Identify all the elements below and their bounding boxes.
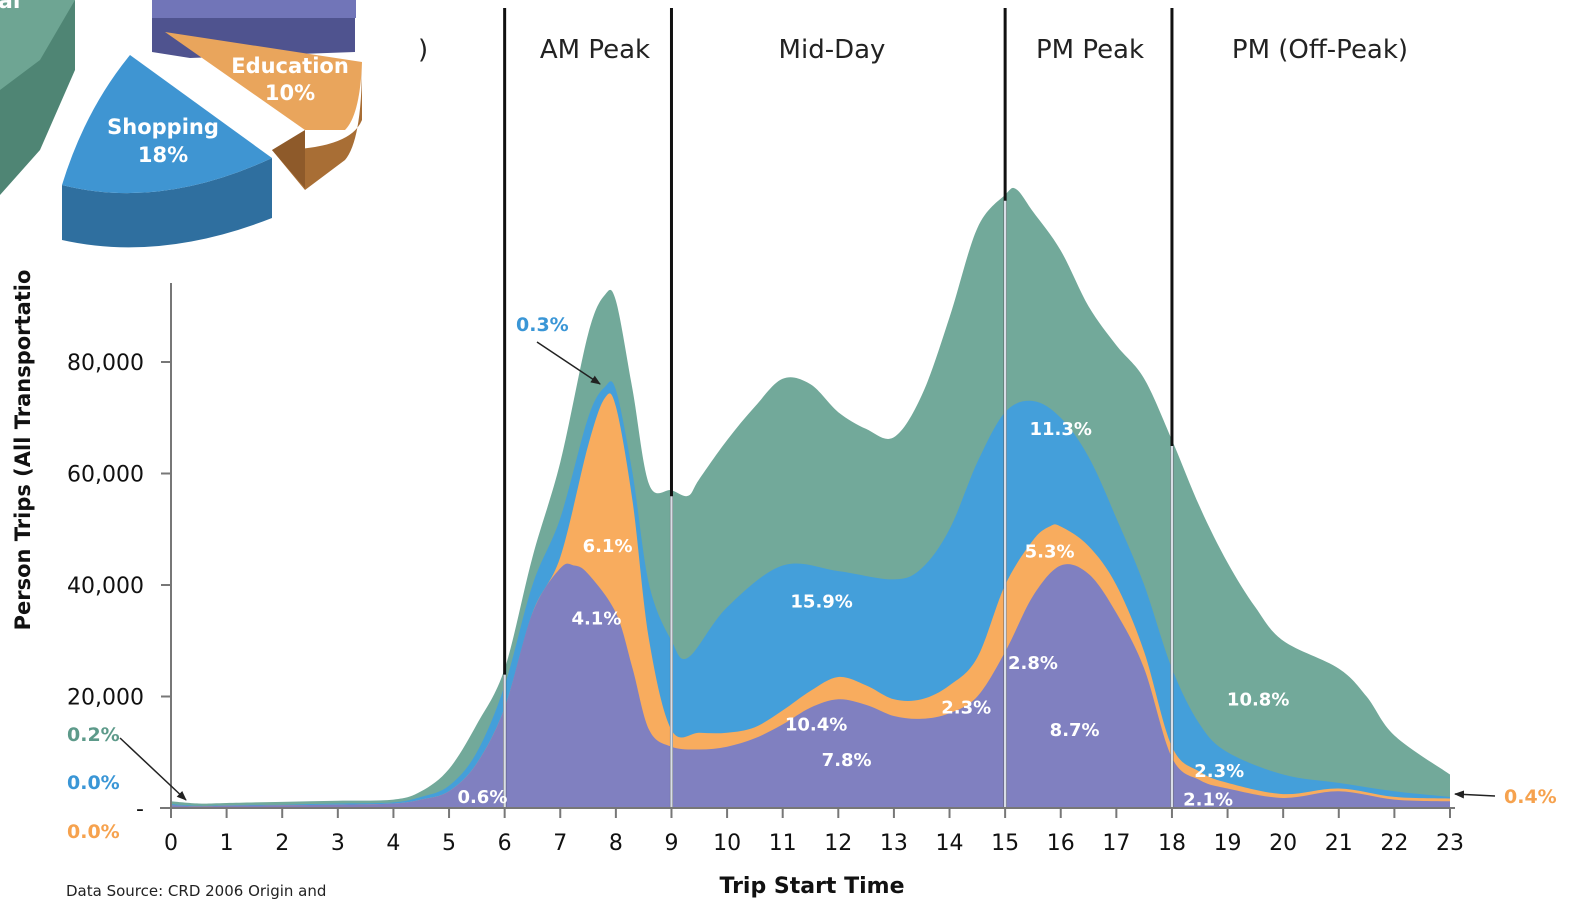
x-tick-label: 20 bbox=[1269, 831, 1297, 856]
x-tick-label: 1 bbox=[220, 831, 234, 856]
x-tick-label: 12 bbox=[824, 831, 852, 856]
x-tick-label: 5 bbox=[442, 831, 456, 856]
y-tick-label: 60,000 bbox=[67, 463, 144, 488]
period-label-early: ) bbox=[418, 35, 428, 65]
region-percent-label: 15.9% bbox=[790, 592, 852, 613]
x-tick-label: 16 bbox=[1047, 831, 1075, 856]
x-tick-label: 7 bbox=[553, 831, 567, 856]
y-tick-label: 20,000 bbox=[67, 686, 144, 711]
source-note: Data Source: CRD 2006 Origin and bbox=[66, 882, 326, 900]
x-tick-label: 8 bbox=[609, 831, 623, 856]
callout-orange-start: 0.0% bbox=[67, 821, 120, 843]
x-tick-label: 19 bbox=[1214, 831, 1242, 856]
x-tick-label: 10 bbox=[713, 831, 741, 856]
x-tick-label: 23 bbox=[1436, 831, 1464, 856]
stacked-areas bbox=[171, 187, 1450, 809]
callouts: 0.3% 0.2% 0.0% 0.0% 0.4% bbox=[67, 314, 1557, 843]
region-percent-label: 2.8% bbox=[1008, 653, 1058, 674]
x-tick-label: 9 bbox=[664, 831, 678, 856]
pie-slice-education bbox=[165, 32, 362, 130]
x-tick-label: 18 bbox=[1158, 831, 1186, 856]
axes: 0 1 2 3 4 5 6 7 8 9 10 11 12 13 14 15 16 17 18 19 20 21 22 23 -… bbox=[11, 270, 1464, 899]
y-axis-ticks: - 20,000 40,000 60,000 80,000 bbox=[67, 351, 171, 822]
x-tick-label: 6 bbox=[498, 831, 512, 856]
pie-slice-shopping-side bbox=[62, 158, 272, 248]
x-tick-label: 14 bbox=[936, 831, 964, 856]
x-tick-label: 15 bbox=[991, 831, 1019, 856]
y-tick-label: 40,000 bbox=[67, 574, 144, 599]
region-percent-label: 2.1% bbox=[1183, 790, 1233, 811]
region-labels: 6.1% 4.1% 0.6% 15.9% 10.4% 7.8% 11.3% 5.3% 2.8% 2… bbox=[457, 419, 1289, 811]
period-labels: ) AM Peak Mid-Day PM Peak PM (Off-Peak) bbox=[418, 35, 1408, 65]
period-label-mid-day: Mid-Day bbox=[779, 35, 886, 65]
pie-slice-shopping bbox=[62, 55, 272, 194]
pie-label-education: Education bbox=[231, 54, 349, 78]
pie-label-shopping: Shopping bbox=[107, 115, 219, 139]
pie-value-education: 10% bbox=[265, 81, 315, 105]
x-tick-label: 22 bbox=[1380, 831, 1408, 856]
region-percent-label: 11.3% bbox=[1030, 419, 1092, 440]
x-tick-label: 21 bbox=[1325, 831, 1353, 856]
callout-start-arrow bbox=[119, 737, 187, 801]
period-label-am-peak: AM Peak bbox=[540, 35, 650, 65]
region-percent-label: 8.7% bbox=[1050, 720, 1100, 741]
region-percent-label: 2.3% bbox=[1194, 761, 1244, 782]
y-tick-label: 80,000 bbox=[67, 351, 144, 376]
callout-orange-end: 0.4% bbox=[1504, 786, 1557, 808]
pie-slice-education-front bbox=[272, 130, 305, 188]
pie-value-shopping: 18% bbox=[138, 143, 188, 167]
x-tick-label: 2 bbox=[275, 831, 289, 856]
callout-blue-start: 0.0% bbox=[67, 772, 120, 794]
x-tick-label: 13 bbox=[880, 831, 908, 856]
region-percent-label: 10.4% bbox=[785, 714, 847, 735]
x-tick-label: 4 bbox=[386, 831, 400, 856]
period-label-pm-off-peak: PM (Off-Peak) bbox=[1232, 35, 1408, 65]
x-axis-title: Trip Start Time bbox=[719, 874, 904, 899]
pie-inset: al Education 10% Shopping 18% bbox=[0, 0, 362, 248]
callout-end-arrow bbox=[1454, 790, 1496, 799]
region-percent-label: 7.8% bbox=[822, 750, 872, 771]
area-purple bbox=[171, 563, 1450, 808]
x-axis-ticks: 0 1 2 3 4 5 6 7 8 9 10 11 12 13 14 15 16 17 18 19 20 21 22 23 bbox=[164, 808, 1464, 856]
y-axis-title: Person Trips (All Transportatio bbox=[11, 270, 35, 631]
callout-teal-start: 0.2% bbox=[67, 724, 120, 746]
pie-label-other: al bbox=[0, 0, 20, 14]
callout-am-blue-arrow bbox=[536, 341, 601, 385]
region-percent-label: 10.8% bbox=[1227, 689, 1289, 710]
region-percent-label: 4.1% bbox=[571, 608, 621, 629]
x-tick-label: 11 bbox=[769, 831, 797, 856]
x-tick-label: 3 bbox=[331, 831, 345, 856]
region-percent-label: 5.3% bbox=[1025, 542, 1075, 563]
y-tick-label: - bbox=[136, 797, 144, 822]
period-label-pm-peak: PM Peak bbox=[1036, 35, 1144, 65]
x-tick-label: 17 bbox=[1102, 831, 1130, 856]
x-tick-label: 0 bbox=[164, 831, 178, 856]
callout-am-blue: 0.3% bbox=[516, 314, 569, 336]
region-percent-label: 0.6% bbox=[457, 787, 507, 808]
pie-slice-teal bbox=[0, 0, 75, 90]
pie-slice-purple bbox=[152, 0, 356, 18]
region-percent-label: 6.1% bbox=[583, 536, 633, 557]
region-percent-label: 2.3% bbox=[941, 698, 991, 719]
period-boundaries bbox=[503, 8, 1174, 808]
